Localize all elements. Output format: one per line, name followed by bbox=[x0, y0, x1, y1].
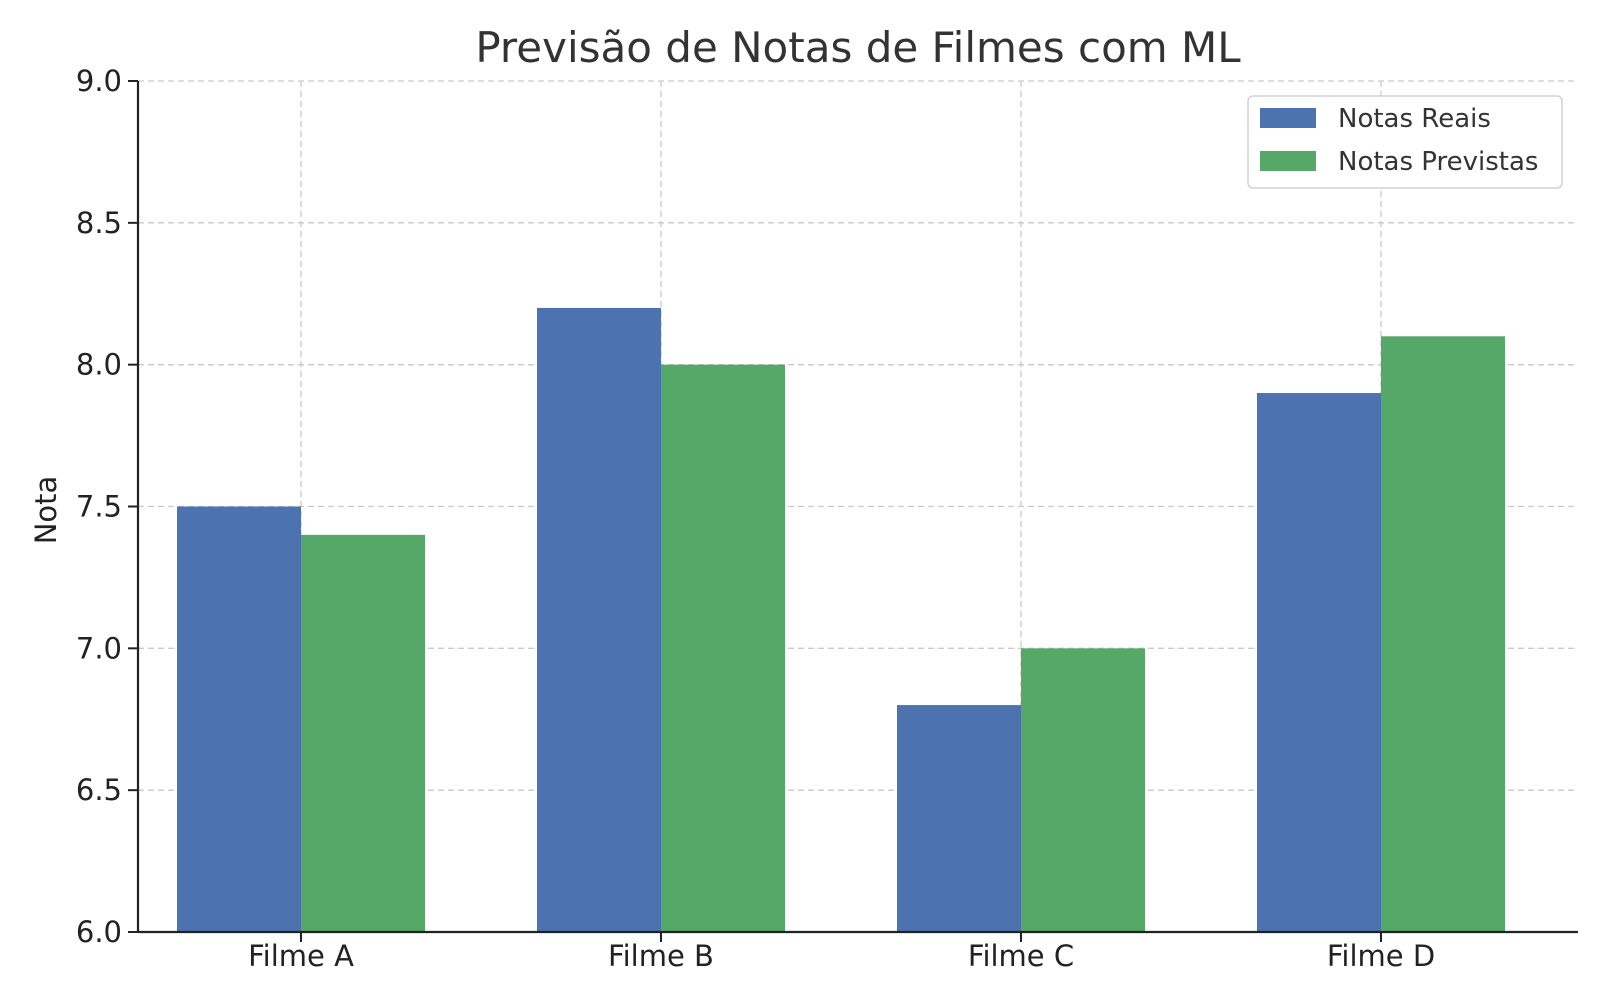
legend-label-notas-reais: Notas Reais bbox=[1338, 104, 1491, 134]
y-tick-label-7-5: 7.5 bbox=[76, 490, 122, 524]
x-tick-label-filme-d: Filme D bbox=[1327, 939, 1435, 973]
bar-notas-previstas-filme-c bbox=[1021, 648, 1145, 932]
y-tick-label-7-0: 7.0 bbox=[76, 631, 122, 665]
x-tick-label-filme-b: Filme B bbox=[608, 939, 714, 973]
tick-labels: 6.0 6.5 7.0 7.5 8.0 8.5 9.0 Filme A Filme B Filme… bbox=[76, 64, 1435, 973]
legend-label-notas-previstas: Notas Previstas bbox=[1338, 147, 1538, 177]
y-tick-label-8-0: 8.0 bbox=[76, 348, 122, 382]
x-tick-label-filme-c: Filme C bbox=[968, 939, 1074, 973]
chart-title: Previsão de Notas de Filmes com ML bbox=[475, 23, 1241, 72]
bar-notas-reais-filme-b bbox=[537, 307, 661, 932]
bar-notas-reais-filme-a bbox=[177, 506, 301, 932]
bar-notas-previstas-filme-d bbox=[1381, 336, 1505, 932]
legend: Notas Reais Notas Previstas bbox=[1247, 95, 1563, 189]
legend-swatch-notas-reais bbox=[1260, 108, 1316, 128]
legend-swatch-notas-previstas bbox=[1260, 151, 1316, 171]
legend-box bbox=[1247, 95, 1563, 189]
y-axis-label: Nota bbox=[29, 476, 63, 545]
y-tick-label-9-0: 9.0 bbox=[76, 64, 122, 98]
axes bbox=[128, 80, 1578, 942]
y-tick-label-8-5: 8.5 bbox=[76, 206, 122, 240]
y-tick-label-6-0: 6.0 bbox=[76, 915, 122, 949]
bar-notas-reais-filme-d bbox=[1257, 393, 1381, 932]
bar-series bbox=[177, 307, 1505, 933]
bar-notas-reais-filme-c bbox=[897, 705, 1021, 932]
bar-notas-previstas-filme-b bbox=[661, 364, 785, 933]
bar-notas-previstas-filme-a bbox=[301, 534, 425, 932]
y-tick-label-6-5: 6.5 bbox=[76, 773, 122, 807]
x-tick-label-filme-a: Filme A bbox=[248, 939, 354, 973]
